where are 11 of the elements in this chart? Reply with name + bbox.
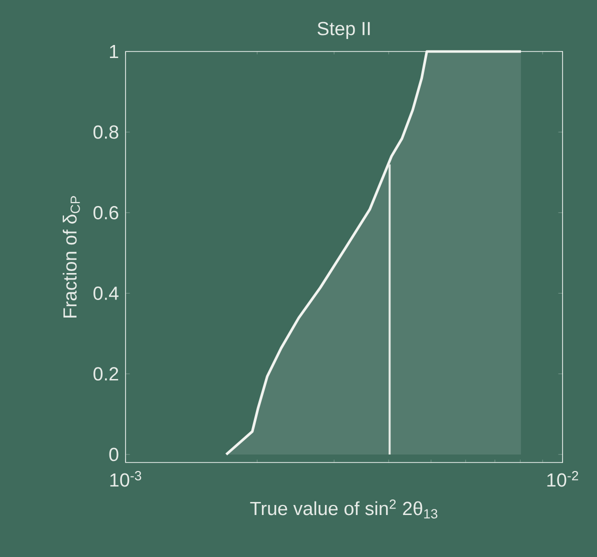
x-tick-label: 10$^{-2}$ [547,471,578,487]
y-tick-label: 0.8 [93,125,118,139]
chart-title: Step II [318,22,370,39]
y-tick-label: 0.6 [93,206,118,220]
y-axis-title: Fraction of δ$_{CP}$ [62,196,80,318]
y-tick-label: 1 [110,44,118,58]
x-tick-label: 10$^{-3}$ [110,471,142,487]
y-tick-label: 0.4 [93,286,119,300]
x-axis-title: True value of sin$^{2}$ 2θ$_{13}$ [250,500,438,518]
y-tick-label: 0.2 [93,367,118,381]
y-tick-label: 0 [109,448,118,462]
